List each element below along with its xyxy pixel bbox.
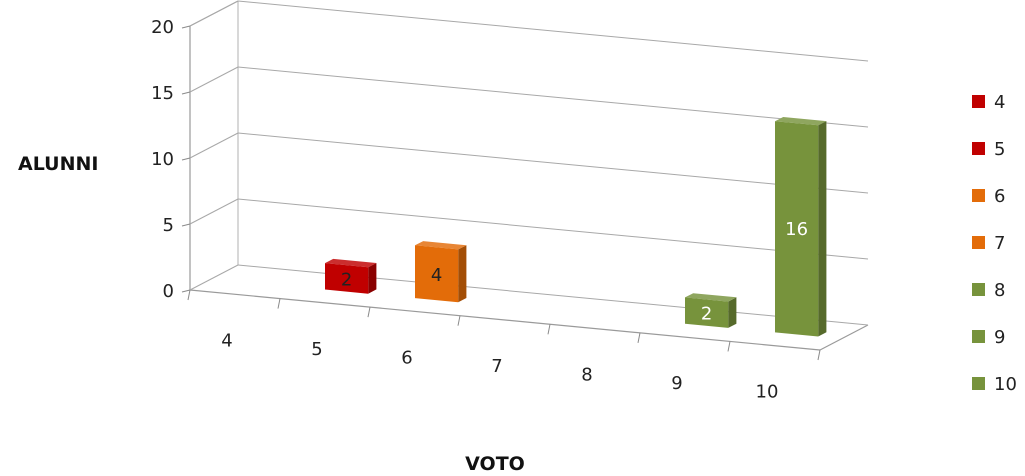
x-tick-label: 9	[671, 373, 682, 394]
legend-entry: 8	[994, 280, 1005, 301]
y-tick-label: 20	[151, 17, 174, 38]
bar-top-face	[685, 293, 737, 302]
gridline-side	[189, 66, 239, 93]
bar-front-face	[415, 245, 459, 303]
data-label: 2	[341, 269, 352, 290]
bar-10	[775, 117, 827, 337]
bar-5	[325, 258, 377, 294]
gridline-side	[189, 264, 239, 291]
x-tick-mark	[457, 315, 461, 326]
x-tick-label: 8	[581, 365, 592, 386]
y-axis-title: ALUNNI	[18, 153, 98, 175]
x-axis-title: VOTO	[465, 453, 525, 475]
floor-right-edge	[819, 324, 869, 351]
legend-swatch	[972, 330, 985, 343]
y-tick-mark	[181, 157, 191, 161]
x-tick-label: 7	[491, 356, 502, 377]
x-tick-label: 4	[221, 330, 232, 351]
data-label: 16	[785, 219, 808, 240]
legend-entry: 5	[994, 139, 1005, 160]
bars	[325, 117, 827, 337]
bar-front-face	[685, 297, 729, 328]
data-label: 4	[431, 265, 442, 286]
legend-swatch	[972, 377, 985, 390]
y-tick-mark	[181, 289, 191, 293]
gridline-back	[237, 0, 869, 62]
y-tick-mark	[181, 91, 191, 95]
x-axis-line	[189, 289, 821, 351]
gridlines	[189, 0, 869, 326]
legend: 4 5 6 7 8 9 10	[972, 92, 1017, 395]
legend-swatch	[972, 95, 985, 108]
legend-swatch	[972, 142, 985, 155]
legend-entry: 7	[994, 233, 1005, 254]
data-labels: 2 4 2 16	[341, 219, 808, 325]
gridline-back	[237, 66, 869, 128]
bar-top-face	[415, 241, 467, 250]
legend-swatch	[972, 236, 985, 249]
x-axis-ticks: 4 5 6 7 8 9 10	[187, 289, 821, 403]
gridline-back	[237, 132, 869, 194]
bar-front-face	[325, 263, 369, 294]
gridline-side	[189, 198, 239, 225]
bar-side-face	[368, 263, 377, 294]
x-tick-mark	[637, 332, 641, 343]
legend-entry: 10	[994, 374, 1017, 395]
x-tick-mark	[817, 349, 821, 361]
x-tick-mark	[547, 324, 551, 335]
y-tick-label: 0	[163, 281, 174, 302]
y-tick-label: 5	[163, 215, 174, 236]
bar-top-face	[775, 117, 827, 126]
y-tick-mark	[181, 25, 191, 29]
legend-entry: 9	[994, 327, 1005, 348]
bar-side-face	[728, 297, 737, 328]
x-tick-mark	[277, 298, 281, 309]
y-tick-label: 10	[151, 149, 174, 170]
bar-9	[685, 293, 737, 328]
x-tick-label: 6	[401, 347, 412, 368]
legend-swatch	[972, 189, 985, 202]
x-tick-label: 10	[756, 382, 779, 403]
gridline-back	[237, 198, 869, 260]
bar-6	[415, 241, 467, 303]
x-tick-mark	[727, 341, 731, 352]
data-label: 2	[701, 304, 712, 325]
legend-swatch	[972, 283, 985, 296]
legend-entry: 6	[994, 186, 1005, 207]
chart-walls	[189, 0, 869, 351]
bar-front-face	[775, 121, 819, 337]
x-tick-label: 5	[311, 339, 322, 360]
bar-top-face	[325, 258, 377, 268]
y-tick-label: 15	[151, 83, 174, 104]
x-tick-mark	[187, 289, 191, 301]
x-tick-mark	[367, 307, 371, 318]
legend-entry: 4	[994, 92, 1005, 113]
y-axis-ticks: 0 5 10 15 20	[151, 17, 191, 302]
gridline-side	[189, 132, 239, 159]
bar-side-face	[818, 121, 827, 337]
bar-side-face	[458, 245, 467, 303]
gridline-side	[189, 0, 239, 27]
y-tick-mark	[181, 223, 191, 227]
